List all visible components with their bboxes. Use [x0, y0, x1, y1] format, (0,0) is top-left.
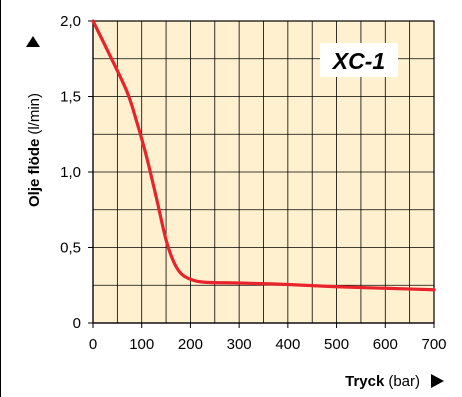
x-tick-labels: 0 100 200 300 400 500 600 700 — [89, 336, 447, 353]
series-line — [91, 19, 436, 292]
x-tick-label: 400 — [275, 336, 300, 353]
x-tick-label: 600 — [373, 336, 398, 353]
x-tick-label: 300 — [227, 336, 252, 353]
chart-title: XC-1 — [331, 48, 385, 74]
x-tick-label: 0 — [89, 336, 97, 353]
x-tick-label: 100 — [129, 336, 154, 353]
x-axis-label: Tryck (bar) — [345, 373, 420, 390]
y-axis-label-main: Olje flöde — [26, 139, 43, 207]
x-tick-label: 500 — [324, 336, 349, 353]
x-axis-label-unit: (bar) — [388, 373, 420, 390]
x-axis-arrow-icon — [431, 374, 444, 388]
grid — [88, 20, 435, 328]
x-tick-label: 200 — [178, 336, 203, 353]
y-tick-label: 1,0 — [60, 164, 81, 181]
y-axis-label-unit: (l/min) — [26, 93, 43, 135]
y-tick-label: 1,5 — [60, 89, 81, 106]
y-tick-label: 0 — [73, 315, 81, 332]
y-tick-label: 0,5 — [60, 240, 81, 257]
x-axis-label-main: Tryck — [345, 373, 385, 390]
x-tick-label: 700 — [421, 336, 446, 353]
chart-frame-left-edge — [0, 0, 1, 397]
plot-border — [92, 20, 435, 324]
y-tick-labels: 0 0,5 1,0 1,5 2,0 — [60, 13, 81, 332]
y-axis-arrow-icon — [26, 36, 40, 47]
y-tick-label: 2,0 — [60, 13, 81, 30]
y-axis-label: Olje flöde (l/min) — [26, 93, 43, 207]
chart-title-box — [320, 43, 398, 77]
